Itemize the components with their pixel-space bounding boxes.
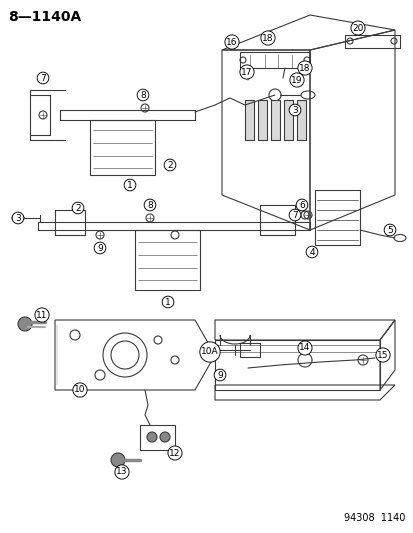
Text: 1: 1 — [165, 297, 171, 306]
Text: 15: 15 — [376, 351, 388, 359]
Text: 18: 18 — [299, 63, 310, 72]
Polygon shape — [257, 100, 266, 140]
Text: 7: 7 — [292, 211, 297, 220]
Circle shape — [147, 432, 157, 442]
Text: 11: 11 — [36, 311, 47, 319]
Text: 8: 8 — [140, 91, 145, 100]
Text: 8: 8 — [147, 200, 152, 209]
Polygon shape — [296, 100, 305, 140]
Text: 18: 18 — [261, 34, 273, 43]
Text: 3: 3 — [292, 106, 297, 115]
Text: 8—1140A: 8—1140A — [8, 10, 81, 24]
Circle shape — [159, 432, 170, 442]
Polygon shape — [283, 100, 292, 140]
Text: 16: 16 — [225, 37, 237, 46]
Circle shape — [111, 453, 125, 467]
Text: 9: 9 — [216, 370, 222, 379]
Text: 13: 13 — [116, 467, 128, 477]
Circle shape — [18, 317, 32, 331]
Text: 4: 4 — [309, 247, 314, 256]
Text: 17: 17 — [241, 68, 252, 77]
Text: 3: 3 — [15, 214, 21, 222]
Text: 19: 19 — [291, 76, 302, 85]
Polygon shape — [271, 100, 279, 140]
Text: 6: 6 — [299, 200, 304, 209]
Text: 2: 2 — [75, 204, 81, 213]
Text: 12: 12 — [169, 448, 180, 457]
Text: 94308  1140: 94308 1140 — [343, 513, 404, 523]
Text: 10: 10 — [74, 385, 85, 394]
Polygon shape — [244, 100, 254, 140]
Text: 2: 2 — [167, 160, 172, 169]
Text: 7: 7 — [40, 74, 46, 83]
Text: 14: 14 — [299, 343, 310, 352]
Text: 10A: 10A — [201, 348, 218, 357]
Text: 5: 5 — [386, 225, 392, 235]
Text: 1: 1 — [127, 181, 133, 190]
Text: 9: 9 — [97, 244, 102, 253]
Text: 20: 20 — [351, 23, 363, 33]
